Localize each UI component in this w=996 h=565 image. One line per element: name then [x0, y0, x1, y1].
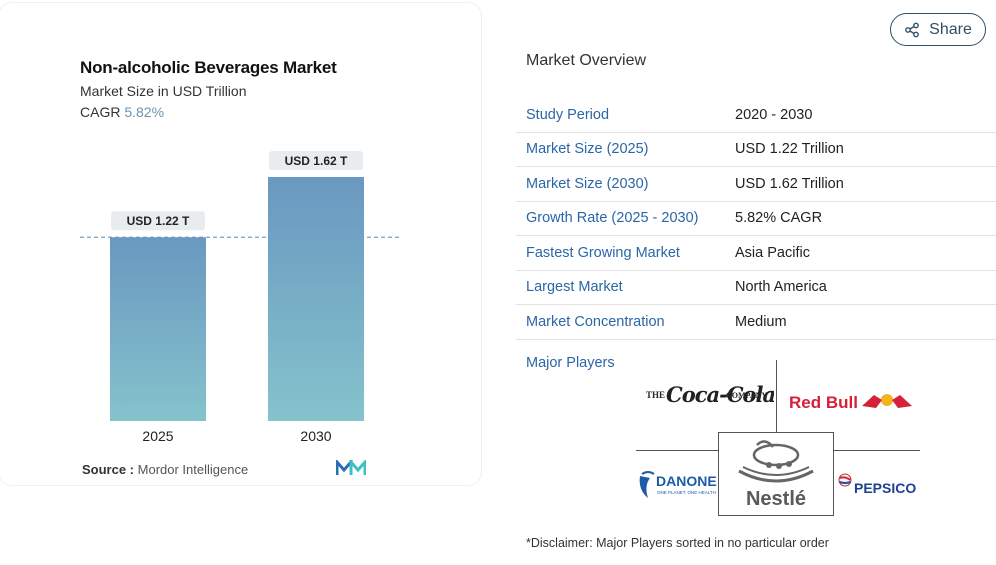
red-bull-sun-icon	[881, 394, 893, 406]
danone-tagline: ONE PLANET. ONE HEALTH	[657, 490, 716, 495]
data-label-2025: USD 1.22 T	[127, 214, 190, 228]
mordor-intelligence-logo-icon	[336, 460, 366, 475]
grid-divider-vertical	[776, 360, 777, 450]
danone-brand: DANONE	[656, 473, 717, 489]
nestle-logo[interactable]: Nestlé	[718, 432, 834, 516]
nestle-nest-icon	[738, 440, 814, 483]
overview-row-study-period: Study Period 2020 - 2030	[516, 98, 996, 133]
overview-label[interactable]: Market Concentration	[526, 313, 665, 330]
disclaimer-text: *Disclaimer: Major Players sorted in no …	[526, 536, 829, 550]
red-bull-bull-left-icon	[862, 395, 882, 408]
overview-value: USD 1.62 Trillion	[735, 175, 844, 192]
red-bull-logo[interactable]: Red Bull	[788, 386, 918, 416]
pepsico-logo[interactable]: PEPSICO	[838, 468, 920, 500]
pepsico-brand: PEPSICO	[854, 480, 916, 496]
bar-2025[interactable]	[110, 237, 206, 421]
share-button[interactable]: Share	[890, 13, 986, 46]
coca-cola-pre: THE	[646, 390, 665, 400]
coca-cola-logo[interactable]: THE Coca-Cola COMPANY	[644, 376, 774, 410]
red-bull-bull-right-icon	[892, 395, 912, 408]
overview-value: USD 1.22 Trillion	[735, 141, 844, 158]
overview-value: Asia Pacific	[735, 244, 810, 261]
chart-cagr: CAGR 5.82%	[80, 104, 164, 120]
coca-cola-brand: Coca-Cola	[666, 382, 774, 407]
source-label: Source :	[82, 462, 135, 477]
chart-source: Source : Mordor Intelligence	[82, 462, 248, 477]
bar-chart: USD 1.22 T 2025 USD 1.62 T 2030	[80, 151, 400, 444]
major-players-grid: THE Coca-Cola COMPANY Red Bull Nestlé	[636, 360, 920, 516]
overview-label[interactable]: Fastest Growing Market	[526, 244, 680, 261]
x-tick-label-2030: 2030	[300, 428, 331, 444]
data-label-bg-2025	[111, 211, 205, 231]
nestle-brand: Nestlé	[746, 488, 806, 510]
danone-bird-icon	[639, 471, 655, 498]
overview-value: 5.82% CAGR	[735, 210, 823, 227]
chart-subtitle: Market Size in USD Trillion	[80, 83, 247, 99]
overview-label[interactable]: Market Size (2030)	[526, 175, 649, 192]
cagr-value: 5.82%	[124, 104, 165, 120]
overview-row-market-size-2030: Market Size (2030) USD 1.62 Trillion	[516, 167, 996, 202]
share-icon	[905, 22, 920, 37]
source-value: Mordor Intelligence	[137, 462, 249, 477]
overview-row-largest-market: Largest Market North America	[516, 271, 996, 305]
pepsico-globe-icon	[838, 473, 852, 487]
x-tick-label-2025: 2025	[142, 428, 173, 444]
share-label: Share	[929, 20, 972, 38]
overview-label[interactable]: Study Period	[526, 106, 610, 123]
overview-row-fastest-growing: Fastest Growing Market Asia Pacific	[516, 236, 996, 271]
bar-2030[interactable]	[268, 177, 364, 421]
overview-label[interactable]: Largest Market	[526, 279, 623, 296]
coca-cola-post: COMPANY	[726, 391, 767, 400]
major-players-label[interactable]: Major Players	[526, 355, 615, 371]
data-label-bg-2030	[269, 151, 363, 170]
overview-row-market-size-2025: Market Size (2025) USD 1.22 Trillion	[516, 133, 996, 167]
overview-row-concentration: Market Concentration Medium	[516, 305, 996, 340]
danone-logo[interactable]: DANONE ONE PLANET. ONE HEALTH	[636, 464, 718, 504]
red-bull-brand: Red Bull	[789, 393, 858, 412]
chart-title: Non-alcoholic Beverages Market	[80, 58, 337, 77]
market-overview-table: Study Period 2020 - 2030 Market Size (20…	[516, 98, 996, 340]
cagr-label: CAGR	[80, 104, 121, 120]
data-label-2030: USD 1.62 T	[285, 154, 348, 168]
overview-row-growth-rate: Growth Rate (2025 - 2030) 5.82% CAGR	[516, 202, 996, 236]
overview-label[interactable]: Market Size (2025)	[526, 141, 649, 158]
overview-value: Medium	[735, 313, 787, 330]
chart-card	[0, 2, 482, 486]
market-overview-title: Market Overview	[526, 52, 647, 69]
overview-label[interactable]: Growth Rate (2025 - 2030)	[526, 210, 699, 227]
overview-value: 2020 - 2030	[735, 106, 813, 123]
overview-value: North America	[735, 279, 827, 296]
